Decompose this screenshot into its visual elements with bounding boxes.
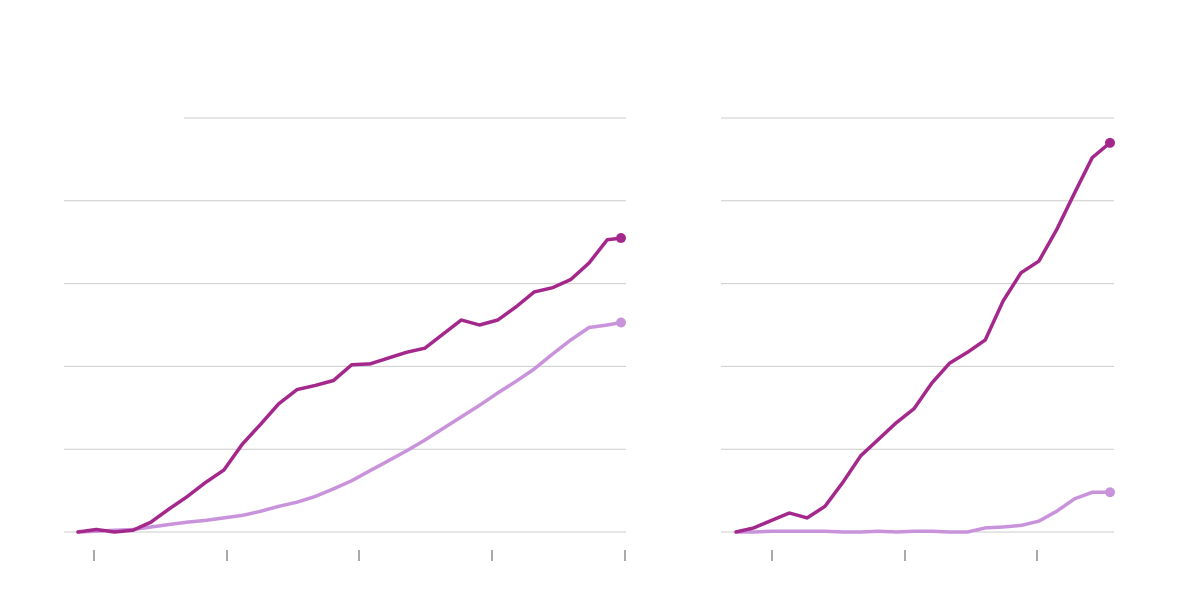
series-line: [734, 490, 1112, 534]
series-end-point: [1105, 487, 1115, 498]
series-end-point: [1105, 137, 1115, 148]
series-end-point: [616, 233, 626, 244]
series-line: [76, 236, 623, 534]
series-line: [76, 320, 623, 534]
series-end-point: [616, 317, 626, 328]
right-line-chart: [721, 117, 1115, 561]
series-line: [734, 141, 1112, 534]
left-line-chart: [64, 117, 626, 561]
